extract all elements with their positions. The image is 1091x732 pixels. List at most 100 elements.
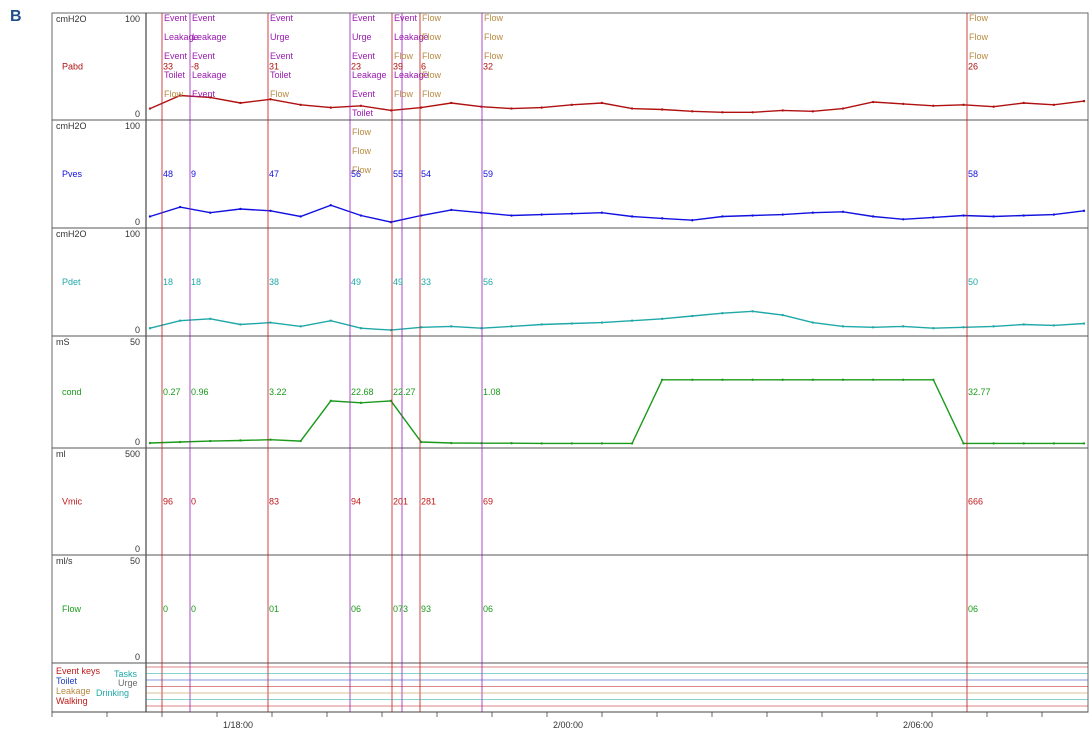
data-point [600,101,604,105]
data-point [781,213,784,216]
data-point [992,442,995,445]
event-label: Flow [422,89,442,99]
event-label: Flow [969,13,989,23]
data-point [721,378,724,381]
data-point [751,378,754,381]
event-label: Event [164,51,188,61]
channel-value-label: 56 [351,169,361,179]
data-point [510,107,513,110]
event-label: Flow [394,51,414,61]
channel-value-label: 96 [163,497,173,507]
data-point [691,219,694,222]
data-point [450,441,453,445]
data-point [570,212,574,215]
channel-value-label: 58 [968,169,978,179]
data-point [419,326,423,329]
legend-key: Tasks [114,669,138,679]
data-point [239,101,242,105]
data-point [1022,323,1025,326]
channel-ymin: 0 [135,109,140,119]
x-tick-label: 1/18:00 [223,720,253,730]
channel-unit: mS [56,337,70,347]
data-point [751,111,754,114]
channel-value-label: 94 [351,497,361,507]
data-point [871,100,875,104]
channel-value-label: 0 [163,604,168,614]
data-point [209,211,212,214]
data-point [1022,442,1025,445]
event-label: Flow [484,32,504,42]
event-label: Event [352,13,376,23]
data-point [962,214,965,217]
data-point [450,325,453,328]
channel-name: cond [62,387,82,397]
channel-ymax: 100 [125,121,140,131]
data-point [419,440,423,444]
event-label: Flow [422,51,442,61]
data-point [329,106,332,109]
data-point [359,214,363,217]
panel-label: B [10,8,22,25]
data-point [570,322,574,325]
channel-value-label: 22.27 [393,387,416,397]
data-point [359,327,363,330]
data-point [209,96,212,99]
channel-value-label: -8 [191,62,199,72]
data-point [630,107,634,110]
event-label: Leakage [352,70,387,80]
event-label: Flow [352,165,372,175]
channel-ymax: 50 [130,337,140,347]
data-point [992,105,995,108]
event-label: Toilet [352,108,374,118]
channel-value-label: 9 [191,169,196,179]
event-label: Event [164,13,188,23]
channel-ymax: 100 [125,229,140,239]
data-point [1052,103,1056,107]
channel-value-label: 93 [421,604,431,614]
channel-value-label: 06 [483,604,493,614]
data-point [148,327,152,330]
event-label: Toilet [164,70,186,80]
event-label: Event [352,51,376,61]
data-point [902,325,905,328]
data-point [841,210,845,213]
data-point [450,208,453,212]
event-label: Flow [484,51,504,61]
data-point [570,103,574,107]
data-point [1082,322,1086,325]
channel-ymin: 0 [135,217,140,227]
x-tick-label: 2/00:00 [553,720,583,730]
channel-value-label: 55 [393,169,403,179]
channel-value-label: 06 [351,604,361,614]
event-label: Event [394,13,418,23]
channel-value-label: 38 [269,277,279,287]
channel-value-label: 18 [163,277,173,287]
channel-ymax: 500 [125,449,140,459]
data-point [660,378,664,381]
event-label: Urge [270,32,290,42]
data-point [178,440,182,444]
data-point [1052,442,1056,445]
data-point [1052,324,1056,327]
data-point [630,215,634,218]
data-point [841,107,845,110]
data-point [691,378,694,381]
channel-value-label: 0.96 [191,387,209,397]
channel-value-label: 0.27 [163,387,181,397]
data-point [630,319,634,322]
data-point [992,325,995,328]
channel-value-label: 3.22 [269,387,287,397]
data-point [1022,101,1025,105]
channel-value-label: 1.08 [483,387,501,397]
data-point [600,211,604,214]
event-label: Event [270,51,294,61]
channel-value-label: 49 [351,277,361,287]
channel-value-label: 48 [163,169,173,179]
legend-key: Toilet [56,676,78,686]
channel-value-label: 31 [269,62,279,72]
channel-value-label: 23 [351,62,361,72]
data-point [1082,209,1086,213]
channel-value-label: 33 [421,277,431,287]
data-point [660,108,664,111]
data-point [299,215,302,218]
